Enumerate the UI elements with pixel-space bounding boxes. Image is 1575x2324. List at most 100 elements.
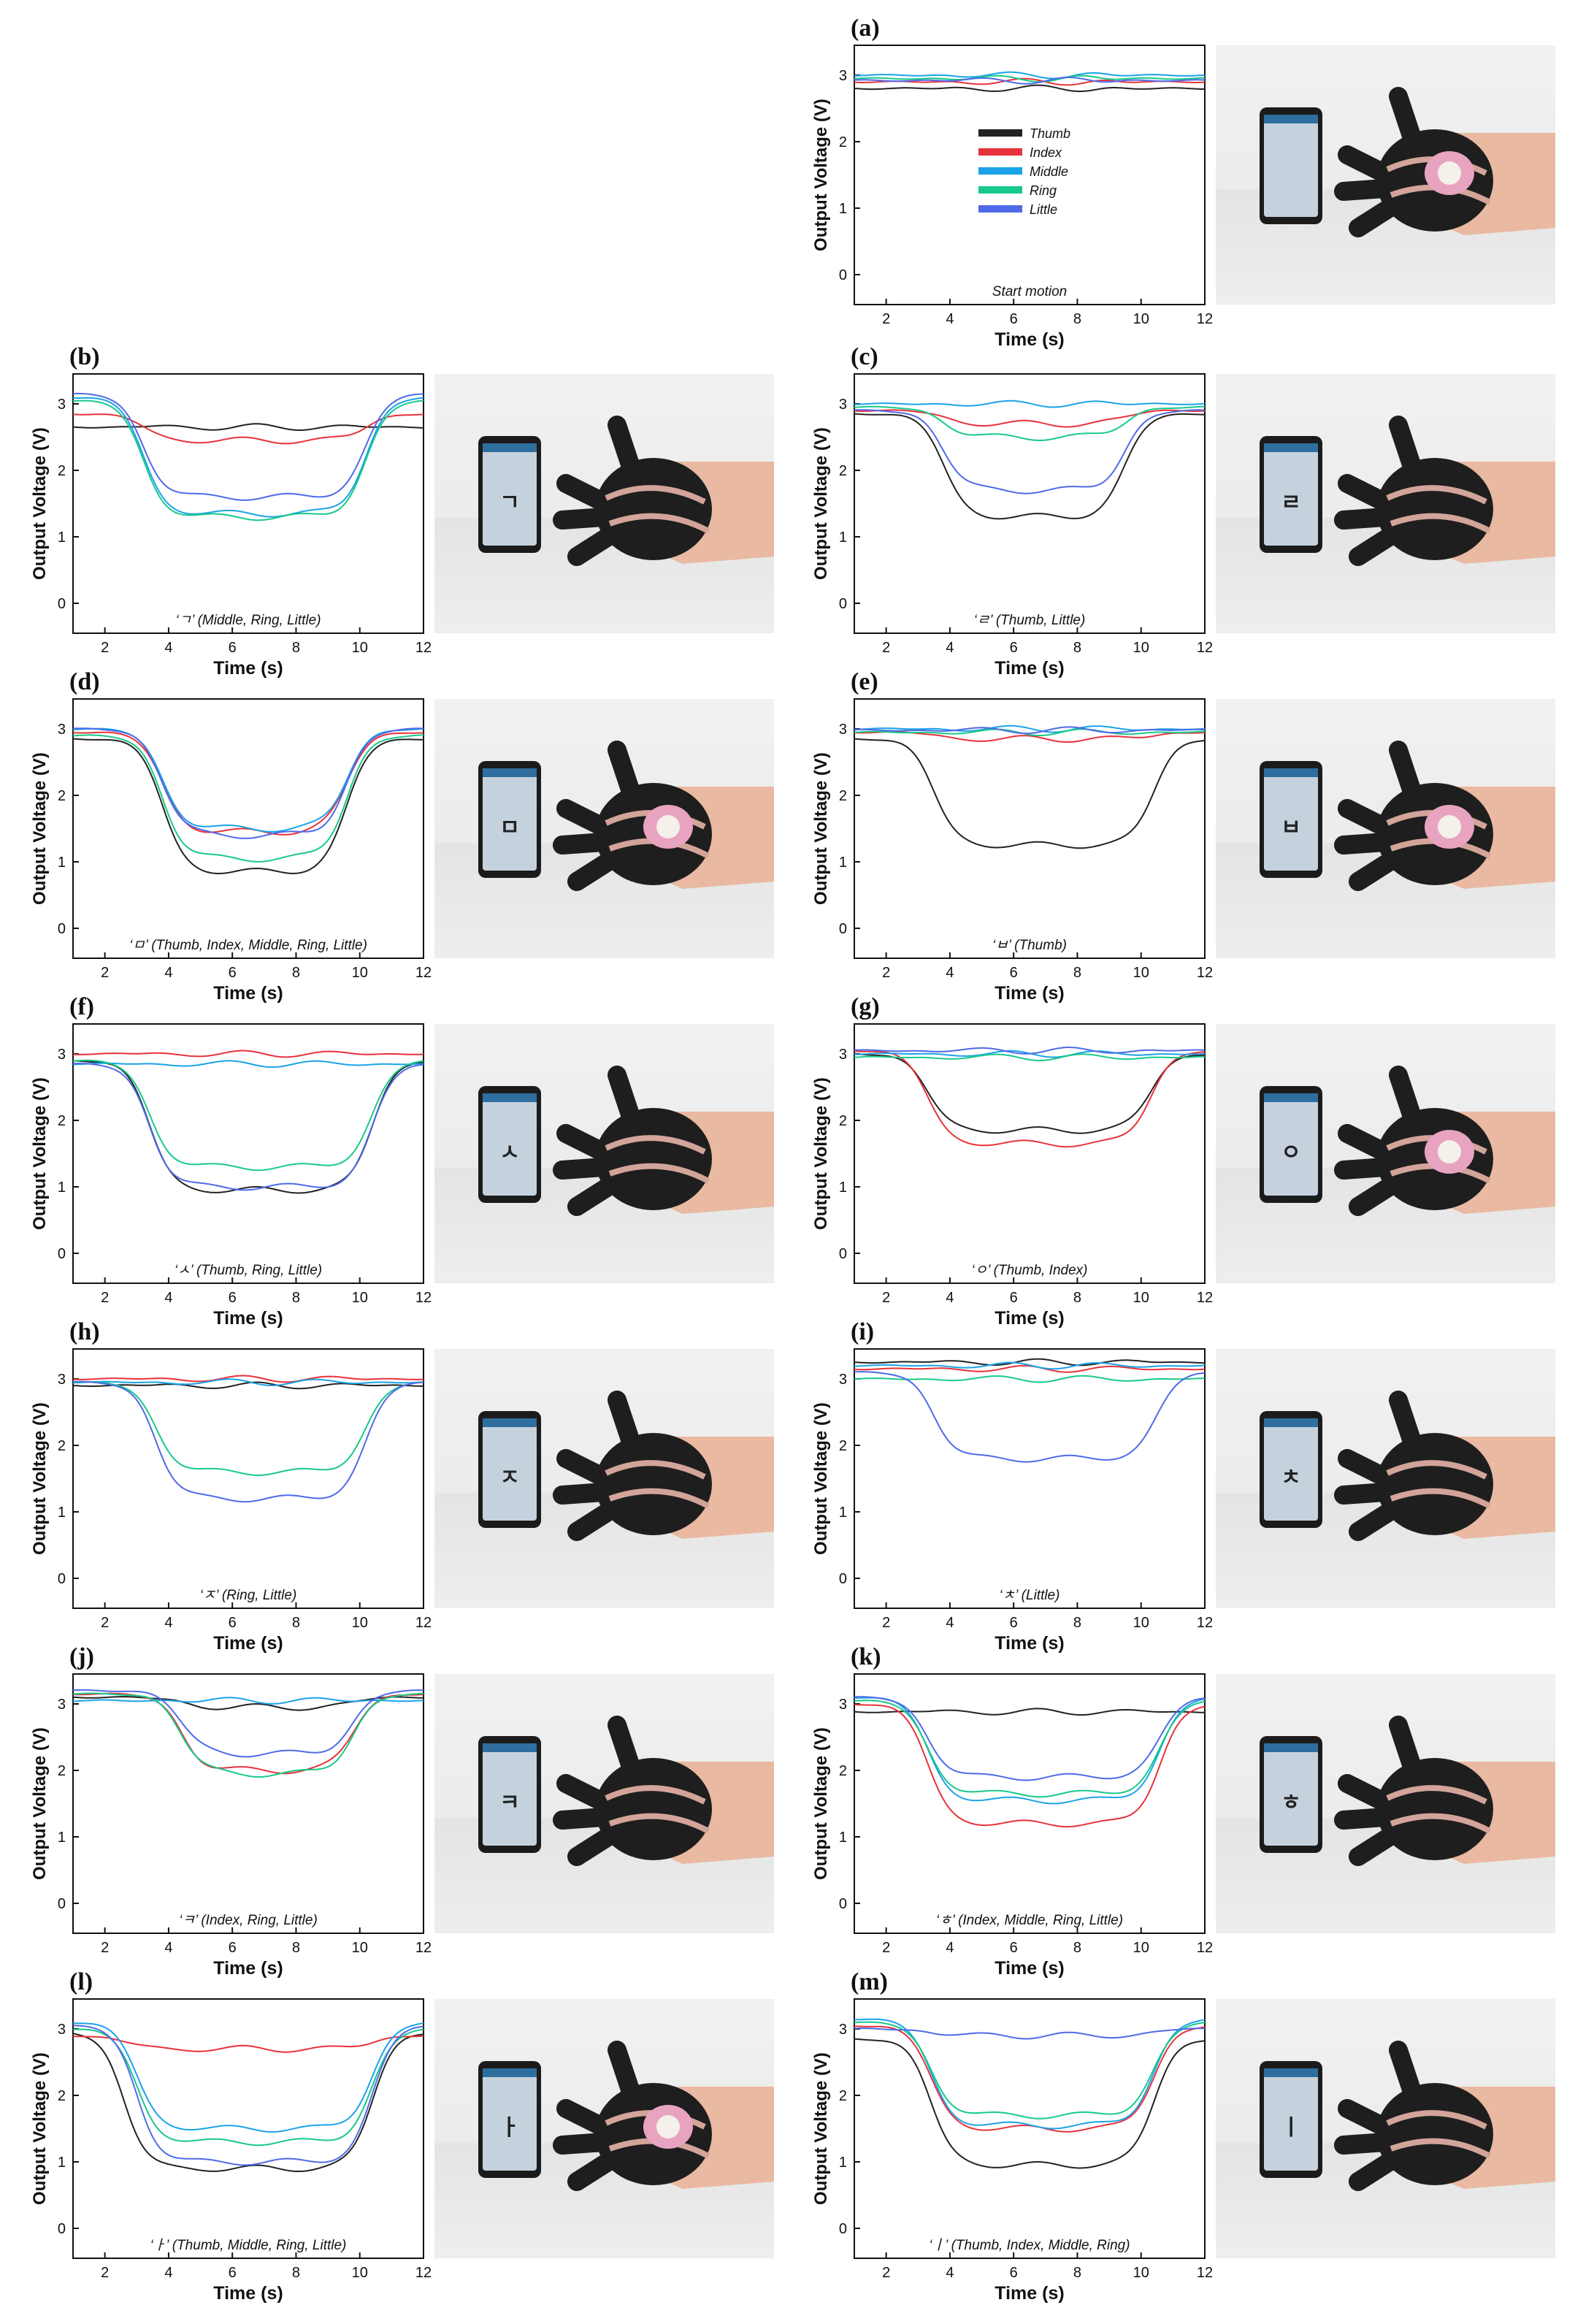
x-axis-label: Time (s) xyxy=(213,1308,283,1329)
x-tick-label: 8 xyxy=(292,640,300,656)
series-ring-line xyxy=(72,734,424,863)
legend-swatch xyxy=(978,148,1022,156)
panel-k: (k) 0 1 2 3 2 4 6 8 10 12 Time (s) Output Voltage (V… xyxy=(811,1643,1563,1979)
x-tick-label: 2 xyxy=(882,311,890,327)
legend-label: Index xyxy=(1030,145,1062,160)
series-index-line xyxy=(72,2035,424,2053)
phone-screen: ㅎ xyxy=(1264,1743,1318,1846)
glove-band xyxy=(605,1460,710,1509)
series-middle-line xyxy=(854,400,1206,408)
series-thumb-line xyxy=(72,738,424,875)
panel-a: (a) 0 1 2 3 2 4 6 8 10 12 Time (s) Output Voltage (V… xyxy=(811,15,1563,350)
x-tick-label: 4 xyxy=(164,1615,172,1631)
x-tick-label: 4 xyxy=(946,311,954,327)
y-tick-label: 1 xyxy=(58,1830,66,1846)
panel-annotation: ‘ㅊ’ (Little) xyxy=(1000,1588,1060,1603)
plot-frame xyxy=(72,1348,424,1609)
y-axis-label: Output Voltage (V) xyxy=(811,99,831,251)
y-tick-label: 3 xyxy=(58,397,66,413)
y-tick-label: 0 xyxy=(58,596,66,612)
x-tick-label: 8 xyxy=(292,1290,300,1306)
x-tick-label: 6 xyxy=(229,1615,237,1631)
series-ring-line xyxy=(854,1053,1206,1062)
phone-screen: ㄹ xyxy=(1264,443,1318,546)
panel-letter: (k) xyxy=(851,1643,881,1670)
y-tick-label: 2 xyxy=(58,788,66,804)
series-ring-line xyxy=(72,1059,424,1171)
series-ring-line xyxy=(72,1692,424,1778)
gesture-photo: ㅎ xyxy=(1216,1674,1555,1933)
glove-fingers xyxy=(1334,87,1422,237)
phone-status-bar xyxy=(1264,768,1318,777)
glove-fingers xyxy=(553,1066,641,1216)
x-tick-label: 4 xyxy=(164,640,172,656)
series-thumb-line xyxy=(72,2033,424,2172)
glove-fingers xyxy=(553,2041,641,2191)
phone-status-bar xyxy=(483,2068,537,2077)
phone-glyph: ㅎ xyxy=(1281,1790,1301,1816)
x-axis-label: Time (s) xyxy=(213,2283,283,2304)
x-tick-label: 8 xyxy=(292,1940,300,1956)
glove-image xyxy=(553,1716,774,1866)
x-tick-label: 6 xyxy=(229,640,237,656)
phone-status-bar xyxy=(1264,1093,1318,1102)
glove-fingers xyxy=(553,1391,641,1541)
panel-annotation: ‘ㅏ’ (Thumb, Middle, Ring, Little) xyxy=(150,2238,347,2253)
x-axis-label: Time (s) xyxy=(995,2283,1064,2304)
phone-screen: ㅁ xyxy=(483,768,537,871)
panel-i: (i) 0 1 2 3 2 4 6 8 10 12 Time (s) Output Voltage (V… xyxy=(811,1318,1563,1654)
phone-image: ㅁ xyxy=(478,761,541,878)
y-tick-label: 1 xyxy=(839,1180,847,1196)
glove-band xyxy=(1386,2110,1491,2159)
y-tick-label: 3 xyxy=(839,1047,847,1063)
y-axis-label: Output Voltage (V) xyxy=(30,1402,50,1555)
y-axis-label: Output Voltage (V) xyxy=(30,2052,50,2205)
x-tick-label: 4 xyxy=(946,1615,954,1631)
x-tick-label: 4 xyxy=(946,1940,954,1956)
series-little-line xyxy=(72,1689,424,1758)
x-tick-label: 12 xyxy=(415,1290,432,1306)
glove-image xyxy=(1334,87,1555,237)
x-tick-label: 8 xyxy=(292,1615,300,1631)
x-axis-label: Time (s) xyxy=(995,1633,1064,1654)
phone-glyph: ㅇ xyxy=(1281,1140,1301,1166)
x-tick-label: 6 xyxy=(1010,640,1018,656)
glove-fingers xyxy=(1334,1066,1422,1216)
sensor-cap xyxy=(656,815,680,838)
panel-annotation: ‘ㅣ’ (Thumb, Index, Middle, Ring) xyxy=(929,2238,1130,2253)
y-tick-label: 0 xyxy=(58,1246,66,1262)
series-ring-line xyxy=(72,1381,424,1476)
y-tick-label: 2 xyxy=(839,1113,847,1129)
y-axis-label: Output Voltage (V) xyxy=(811,1402,831,1555)
legend-swatch xyxy=(978,205,1022,213)
plot-frame xyxy=(72,1673,424,1934)
y-tick-label: 0 xyxy=(58,1896,66,1912)
y-tick-label: 1 xyxy=(58,530,66,546)
glove-image xyxy=(553,1066,774,1216)
glove-fingers xyxy=(1334,416,1422,566)
x-tick-label: 8 xyxy=(292,2265,300,2281)
plot-frame xyxy=(72,1998,424,2259)
phone-image: ㅇ xyxy=(1260,1086,1322,1203)
series-ring-line xyxy=(854,2021,1206,2119)
series-little-line xyxy=(73,2025,424,2166)
panel-letter: (b) xyxy=(69,343,100,370)
glove-band xyxy=(605,485,710,534)
phone-image: ㅊ xyxy=(1260,1411,1322,1528)
panel-annotation: ‘ㅅ’ (Thumb, Ring, Little) xyxy=(175,1263,322,1278)
glove-fingers xyxy=(553,1716,641,1866)
x-tick-label: 2 xyxy=(101,2265,109,2281)
x-tick-label: 10 xyxy=(352,965,368,981)
phone-status-bar xyxy=(483,1093,537,1102)
gesture-photo xyxy=(1216,45,1555,305)
series-thumb-line xyxy=(854,413,1205,520)
x-tick-label: 6 xyxy=(1010,1940,1018,1956)
phone-status-bar xyxy=(1264,115,1318,123)
x-tick-label: 8 xyxy=(1073,640,1081,656)
phone-glyph: ㅅ xyxy=(499,1140,520,1166)
series-little-line xyxy=(854,1371,1206,1463)
series-little-line xyxy=(854,77,1206,85)
y-axis-label: Output Voltage (V) xyxy=(811,752,831,905)
